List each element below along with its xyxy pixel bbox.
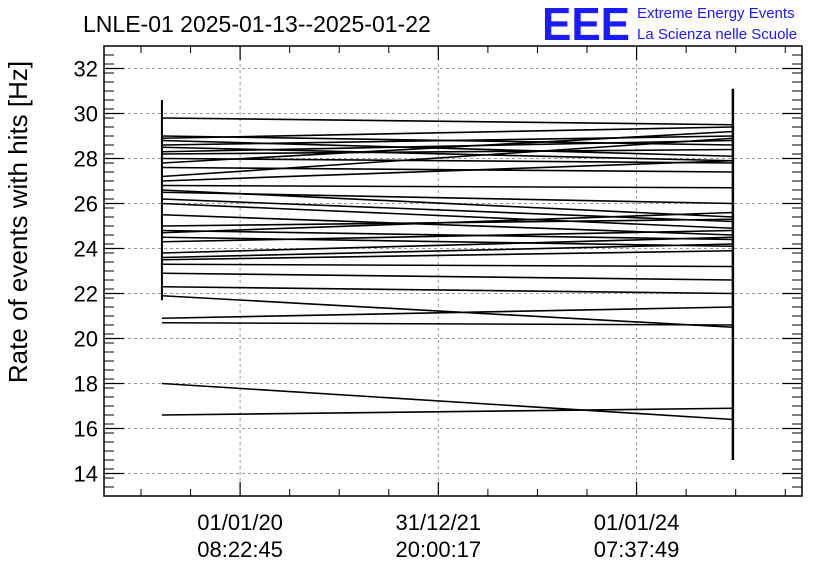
y-tick-label: 32 — [74, 57, 98, 82]
data-segment — [161, 159, 733, 182]
data-segment — [161, 321, 733, 326]
y-tick-label: 16 — [74, 417, 98, 442]
data-segment — [161, 272, 733, 281]
data-segment — [161, 263, 733, 268]
data-segment — [161, 126, 733, 140]
data-segment — [161, 382, 733, 421]
logo: EEE Extreme Energy Events La Scienza nel… — [542, 0, 797, 50]
data-segment — [161, 139, 733, 153]
y-tick-label: 24 — [74, 237, 98, 262]
data-segment — [161, 243, 733, 259]
y-tick-label: 22 — [74, 282, 98, 307]
y-tick-label: 14 — [74, 462, 98, 487]
x-tick-label-time: 08:22:45 — [197, 537, 283, 562]
data-segment — [161, 117, 733, 126]
data-segment — [161, 198, 733, 223]
y-tick-label: 20 — [74, 327, 98, 352]
data-segment — [161, 229, 733, 243]
y-tick-label: 28 — [74, 147, 98, 172]
data-segment — [161, 211, 733, 234]
x-tick-label-date: 31/12/21 — [396, 510, 482, 535]
data-segment — [161, 236, 733, 254]
x-tick-label-time: 20:00:17 — [396, 537, 482, 562]
y-tick-label: 30 — [74, 102, 98, 127]
data-segment — [161, 236, 733, 248]
data-segment — [161, 249, 733, 261]
data-segment — [161, 148, 733, 155]
logo-mark: EEE — [542, 0, 630, 50]
data-segment — [161, 306, 733, 320]
y-tick-label: 18 — [74, 372, 98, 397]
axis-ticks — [104, 46, 802, 496]
data-segment — [161, 157, 733, 164]
data-segment — [161, 130, 733, 164]
data-segment — [161, 166, 733, 173]
data-segment — [161, 285, 733, 295]
chart-title: LNLE-01 2025-01-13--2025-01-22 — [83, 11, 431, 37]
data-segment — [161, 407, 733, 416]
data-segment — [161, 202, 733, 230]
data-segment — [161, 229, 733, 241]
x-tick-label-date: 01/01/24 — [594, 510, 680, 535]
y-axis-label: Rate of events with hits [Hz] — [3, 61, 33, 383]
series-rate — [160, 88, 735, 460]
x-tick-label-time: 07:37:49 — [594, 537, 680, 562]
logo-line1: Extreme Energy Events — [637, 5, 795, 22]
data-segment — [161, 191, 733, 205]
data-segment — [161, 137, 733, 178]
logo-line2: La Scienza nelle Scuole — [637, 26, 797, 43]
data-segment — [161, 294, 733, 329]
data-segment — [161, 184, 733, 189]
x-tick-label-date: 01/01/20 — [197, 510, 283, 535]
y-tick-label: 26 — [74, 192, 98, 217]
grid — [104, 46, 802, 496]
